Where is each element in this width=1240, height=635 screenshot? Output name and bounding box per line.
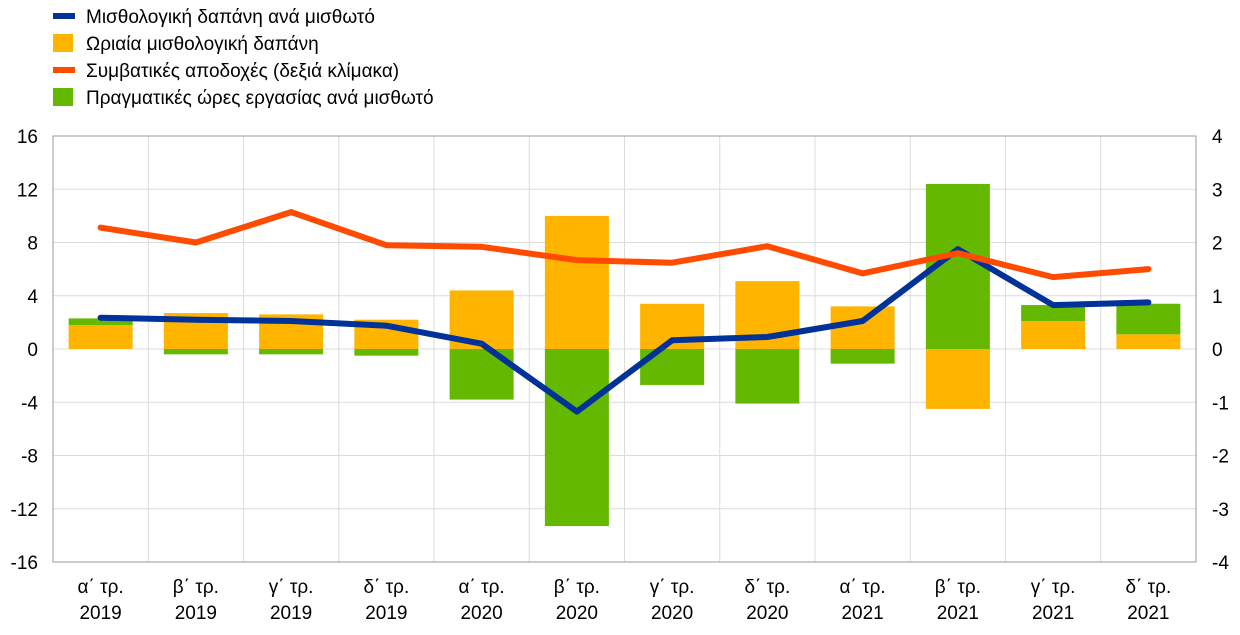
x-tick-label-8: α΄ τρ. xyxy=(840,577,886,598)
y-left-tick-label-4: 0 xyxy=(27,340,38,361)
y-right-tick-label-5: -1 xyxy=(1212,393,1229,414)
bar-s0-c9 xyxy=(925,349,990,409)
y-left-tick-label-2: 8 xyxy=(27,234,38,255)
y-left-tick-label-7: -12 xyxy=(11,500,38,521)
bars xyxy=(68,183,1181,527)
x-tick-label-2: γ΄ τρ. xyxy=(269,577,314,598)
x-tick-year-1: 2019 xyxy=(175,603,217,624)
x-tick-label-4: α΄ τρ. xyxy=(459,577,505,598)
y-right-tick-label-6: -2 xyxy=(1212,447,1229,468)
x-tick-year-11: 2021 xyxy=(1127,603,1169,624)
y-right-tick-label-3: 1 xyxy=(1212,287,1223,308)
x-tick-label-5: β΄ τρ. xyxy=(554,577,600,598)
legend-label-2: Συμβατικές αποδοχές (δεξιά κλίμακα) xyxy=(86,61,399,82)
y-left-tick-label-0: 16 xyxy=(17,127,38,148)
x-tick-year-0: 2019 xyxy=(79,603,121,624)
bar-s1-c0 xyxy=(68,318,133,326)
x-tick-year-10: 2021 xyxy=(1032,603,1074,624)
x-tick-year-4: 2020 xyxy=(460,603,502,624)
x-tick-year-3: 2019 xyxy=(365,603,407,624)
bar-s1-c8 xyxy=(830,349,895,364)
y-left-tick-label-8: -16 xyxy=(11,553,38,574)
legend-swatch-1 xyxy=(53,34,73,52)
legend-swatch-0 xyxy=(53,13,75,19)
y-right-tick-label-1: 3 xyxy=(1212,180,1223,201)
legend-swatch-2 xyxy=(53,67,75,73)
bar-s0-c0 xyxy=(68,325,133,349)
x-tick-label-0: α΄ τρ. xyxy=(78,577,124,598)
legend: Μισθολογική δαπάνη ανά μισθωτό Ωριαία μισ… xyxy=(53,7,434,109)
y-right-tick-label-8: -4 xyxy=(1212,553,1229,574)
bar-s1-c2 xyxy=(259,349,324,355)
bar-s0-c11 xyxy=(1116,334,1181,349)
bar-s1-c1 xyxy=(163,349,228,355)
x-tick-label-11: δ΄ τρ. xyxy=(1125,577,1171,598)
x-tick-year-7: 2020 xyxy=(746,603,788,624)
bar-s1-c5 xyxy=(544,349,609,527)
y-left-tick-label-1: 12 xyxy=(17,180,38,201)
x-tick-year-8: 2021 xyxy=(841,603,883,624)
bar-s1-c3 xyxy=(354,349,419,356)
bar-s1-c7 xyxy=(735,349,800,404)
x-tick-year-5: 2020 xyxy=(556,603,598,624)
x-tick-label-1: β΄ τρ. xyxy=(173,577,219,598)
x-tick-label-7: δ΄ τρ. xyxy=(744,577,790,598)
x-tick-year-2: 2019 xyxy=(270,603,312,624)
line-series-1 xyxy=(97,209,1152,281)
bar-s1-c11 xyxy=(1116,303,1181,335)
bar-s1-c10 xyxy=(1021,305,1086,322)
legend-label-0: Μισθολογική δαπάνη ανά μισθωτό xyxy=(86,7,375,28)
series-lines xyxy=(97,209,1152,415)
x-tick-label-3: δ΄ τρ. xyxy=(363,577,409,598)
y-right-tick-label-4: 0 xyxy=(1212,340,1223,361)
bar-s0-c8 xyxy=(830,306,895,349)
legend-label-1: Ωριαία μισθολογική δαπάνη xyxy=(86,34,319,55)
axes: 16 12 8 4 0 -4 -8 -12 -16 4 3 2 1 0 -1 -2 -3 -4 α΄ τρ. 2019… xyxy=(11,127,1230,624)
y-left-tick-label-5: -4 xyxy=(21,393,38,414)
y-right-tick-label-2: 2 xyxy=(1212,234,1223,255)
y-left-tick-label-6: -8 xyxy=(21,447,38,468)
y-left-tick-label-3: 4 xyxy=(27,287,38,308)
legend-swatch-3 xyxy=(53,88,73,106)
x-tick-label-10: γ΄ τρ. xyxy=(1031,577,1076,598)
legend-label-3: Πραγματικές ώρες εργασίας ανά μισθωτό xyxy=(86,88,434,109)
x-tick-label-6: γ΄ τρ. xyxy=(650,577,695,598)
bar-s0-c5 xyxy=(544,215,609,349)
x-tick-year-9: 2021 xyxy=(937,603,979,624)
x-tick-year-6: 2020 xyxy=(651,603,693,624)
y-right-tick-label-0: 4 xyxy=(1212,127,1223,148)
bar-s0-c10 xyxy=(1021,321,1086,349)
plot-frame xyxy=(52,135,1197,563)
y-right-tick-label-7: -3 xyxy=(1212,500,1229,521)
x-tick-label-9: β΄ τρ. xyxy=(935,577,981,598)
